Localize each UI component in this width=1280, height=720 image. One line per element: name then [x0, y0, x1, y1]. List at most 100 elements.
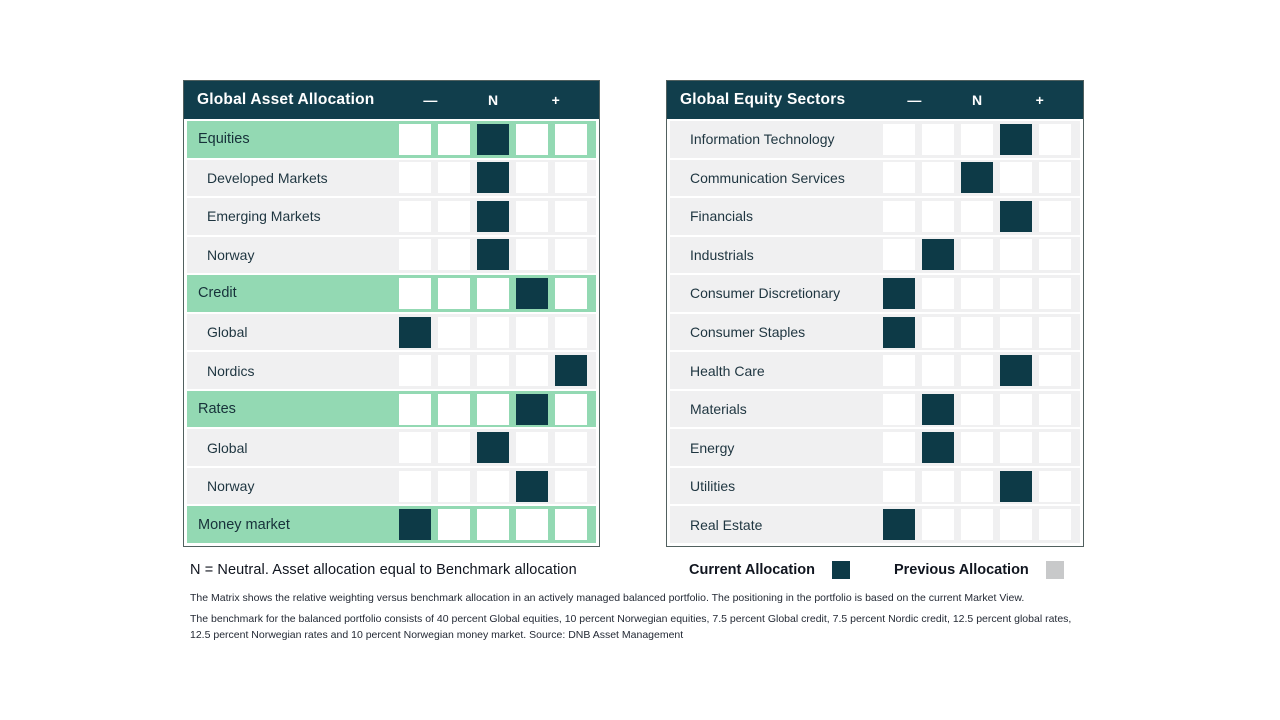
allocation-row: Global [187, 429, 596, 466]
empty-cell [399, 123, 431, 155]
group-row: Money market [187, 506, 596, 544]
allocation-scale [399, 432, 587, 464]
allocation-row: Information Technology [670, 121, 1080, 158]
allocation-scale [883, 393, 1071, 425]
allocation-row: Norway [187, 236, 596, 274]
allocation-row: Materials [670, 390, 1080, 428]
empty-cell [555, 277, 587, 309]
previous-allocation-swatch [1045, 561, 1064, 579]
current-allocation-cell [1000, 200, 1032, 232]
empty-cell [883, 239, 915, 271]
neutral-label: N [971, 92, 983, 108]
empty-cell [922, 162, 954, 194]
current-allocation-cell [477, 123, 509, 155]
current-allocation-cell [555, 355, 587, 387]
row-label: Norway [207, 478, 255, 495]
empty-cell [922, 509, 954, 541]
allocation-scale [883, 470, 1071, 502]
row-label: Credit [198, 285, 237, 302]
allocation-row: Norway [187, 467, 596, 505]
allocation-row: Financials [670, 198, 1080, 235]
current-allocation-cell [883, 509, 915, 541]
plus-label: + [551, 92, 560, 108]
empty-cell [399, 432, 431, 464]
current-allocation-cell [922, 432, 954, 464]
allocation-scale [883, 432, 1071, 464]
empty-cell [477, 509, 509, 541]
current-allocation-cell [922, 393, 954, 425]
empty-cell [438, 162, 470, 194]
empty-cell [477, 470, 509, 502]
allocation-row: Developed Markets [187, 159, 596, 197]
empty-cell [1000, 432, 1032, 464]
empty-cell [516, 355, 548, 387]
empty-cell [555, 239, 587, 271]
row-label: Utilities [690, 478, 736, 495]
allocation-row: Real Estate [670, 506, 1080, 544]
allocation-scale [399, 316, 587, 348]
empty-cell [438, 509, 470, 541]
row-label: Global [207, 439, 248, 456]
empty-cell [555, 432, 587, 464]
empty-cell [883, 123, 915, 155]
empty-cell [399, 239, 431, 271]
minus-label: — [423, 92, 438, 108]
empty-cell [1000, 393, 1032, 425]
row-label: Rates [198, 401, 236, 418]
empty-cell [516, 123, 548, 155]
empty-cell [516, 509, 548, 541]
allocation-row: Consumer Discretionary [670, 275, 1080, 312]
empty-cell [883, 432, 915, 464]
empty-cell [477, 316, 509, 348]
empty-cell [1039, 277, 1071, 309]
allocation-row: Health Care [670, 352, 1080, 389]
legend-item-previous: Previous Allocation [894, 561, 1064, 579]
row-label: Money market [198, 516, 290, 533]
empty-cell [555, 162, 587, 194]
empty-cell [922, 470, 954, 502]
current-allocation-cell [477, 200, 509, 232]
allocation-scale [883, 200, 1071, 232]
legend-item-current: Current Allocation [689, 561, 850, 579]
current-allocation-swatch [831, 561, 850, 579]
current-allocation-cell [399, 509, 431, 541]
empty-cell [399, 470, 431, 502]
allocation-scale [399, 162, 587, 194]
empty-cell [399, 355, 431, 387]
empty-cell [961, 123, 993, 155]
empty-cell [1000, 316, 1032, 348]
empty-cell [438, 200, 470, 232]
empty-cell [516, 239, 548, 271]
table-title: Global Asset Allocation [197, 91, 375, 108]
asset-allocation-table: Global Asset Allocation — N + Equities De… [183, 80, 600, 547]
current-allocation-cell [477, 162, 509, 194]
row-label: Industrials [690, 246, 754, 263]
empty-cell [1039, 509, 1071, 541]
empty-cell [922, 316, 954, 348]
current-allocation-label: Current Allocation [689, 562, 815, 578]
row-label: Health Care [690, 362, 765, 379]
equity-sectors-header: Global Equity Sectors — N + [667, 81, 1083, 119]
empty-cell [516, 432, 548, 464]
neutral-label: N [487, 92, 499, 108]
empty-cell [1000, 162, 1032, 194]
empty-cell [555, 316, 587, 348]
row-label: Real Estate [690, 516, 763, 533]
empty-cell [477, 355, 509, 387]
current-allocation-cell [961, 162, 993, 194]
current-allocation-cell [516, 277, 548, 309]
row-label: Materials [690, 401, 747, 418]
empty-cell [516, 200, 548, 232]
allocation-scale [883, 162, 1071, 194]
empty-cell [1039, 123, 1071, 155]
asset-allocation-rows: Equities Developed Markets Emerging Market… [184, 119, 599, 546]
empty-cell [1000, 509, 1032, 541]
empty-cell [961, 277, 993, 309]
empty-cell [1000, 239, 1032, 271]
empty-cell [1000, 277, 1032, 309]
allocation-row: Communication Services [670, 159, 1080, 197]
allocation-row: Consumer Staples [670, 313, 1080, 351]
equity-sectors-table: Global Equity Sectors — N + Information … [666, 80, 1084, 547]
empty-cell [516, 162, 548, 194]
allocation-scale [883, 239, 1071, 271]
